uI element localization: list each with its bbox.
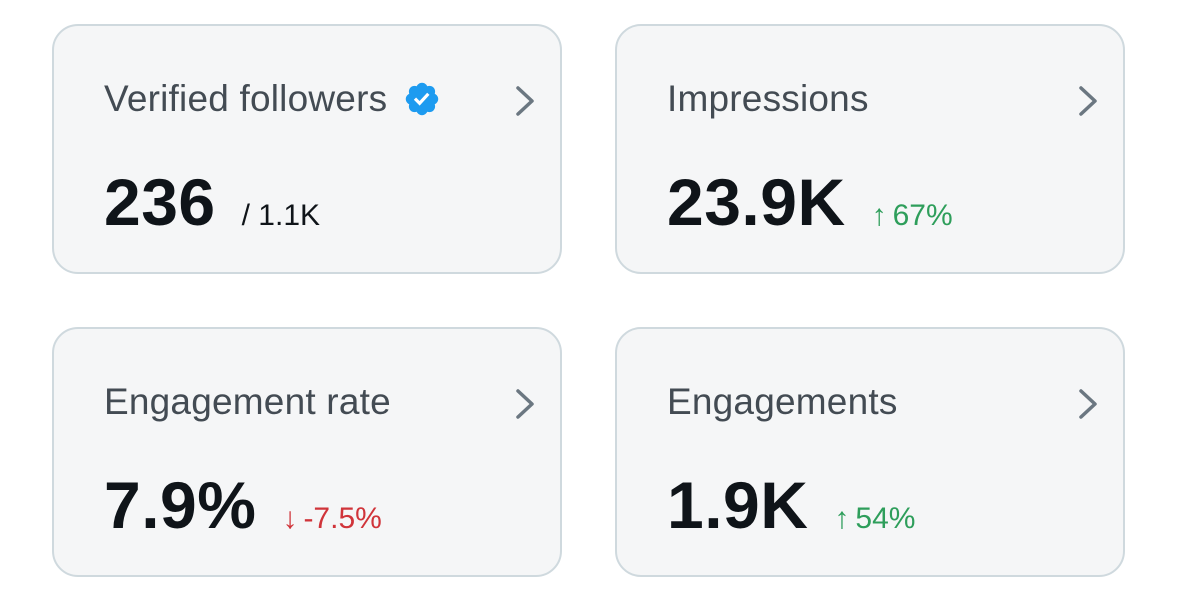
engagements-card[interactable]: Engagements 1.9K ↑ 54% bbox=[615, 327, 1125, 577]
chevron-right-icon[interactable] bbox=[512, 387, 538, 421]
verified-followers-value: 236 bbox=[104, 165, 216, 239]
arrow-up-icon: ↑ bbox=[834, 502, 850, 535]
engagements-change: ↑ 54% bbox=[834, 502, 915, 536]
engagement-rate-card[interactable]: Engagement rate 7.9% ↓ -7.5% bbox=[52, 327, 562, 577]
impressions-card[interactable]: Impressions 23.9K ↑ 67% bbox=[615, 24, 1125, 274]
change-value: -7.5% bbox=[303, 502, 382, 535]
card-title: Engagement rate bbox=[104, 381, 391, 423]
card-title: Impressions bbox=[667, 78, 869, 120]
engagements-title: Engagements bbox=[667, 381, 898, 422]
verified-followers-title: Verified followers bbox=[104, 78, 388, 119]
chevron-right-icon[interactable] bbox=[1075, 84, 1101, 118]
card-title: Engagements bbox=[667, 381, 898, 423]
engagement-rate-value: 7.9% bbox=[104, 468, 257, 542]
arrow-down-icon: ↓ bbox=[282, 502, 298, 535]
engagement-rate-title: Engagement rate bbox=[104, 381, 391, 422]
arrow-up-icon: ↑ bbox=[871, 199, 887, 232]
engagements-value: 1.9K bbox=[667, 468, 809, 542]
verified-badge-icon bbox=[403, 80, 441, 118]
verified-followers-card[interactable]: Verified followers 236 / 1.1K bbox=[52, 24, 562, 274]
metric-value-row: 23.9K ↑ 67% bbox=[667, 164, 953, 240]
change-value: 67% bbox=[892, 199, 953, 232]
change-value: 54% bbox=[855, 502, 916, 535]
metric-value-row: 236 / 1.1K bbox=[104, 164, 320, 240]
chevron-right-icon[interactable] bbox=[512, 84, 538, 118]
impressions-value: 23.9K bbox=[667, 165, 846, 239]
metric-value-row: 1.9K ↑ 54% bbox=[667, 467, 915, 543]
impressions-title: Impressions bbox=[667, 78, 869, 119]
card-title: Verified followers bbox=[104, 78, 441, 120]
total-followers-value: / 1.1K bbox=[241, 199, 321, 232]
chevron-right-icon[interactable] bbox=[1075, 387, 1101, 421]
engagement-rate-change: ↓ -7.5% bbox=[282, 502, 381, 536]
impressions-change: ↑ 67% bbox=[872, 199, 953, 233]
metric-value-row: 7.9% ↓ -7.5% bbox=[104, 467, 382, 543]
